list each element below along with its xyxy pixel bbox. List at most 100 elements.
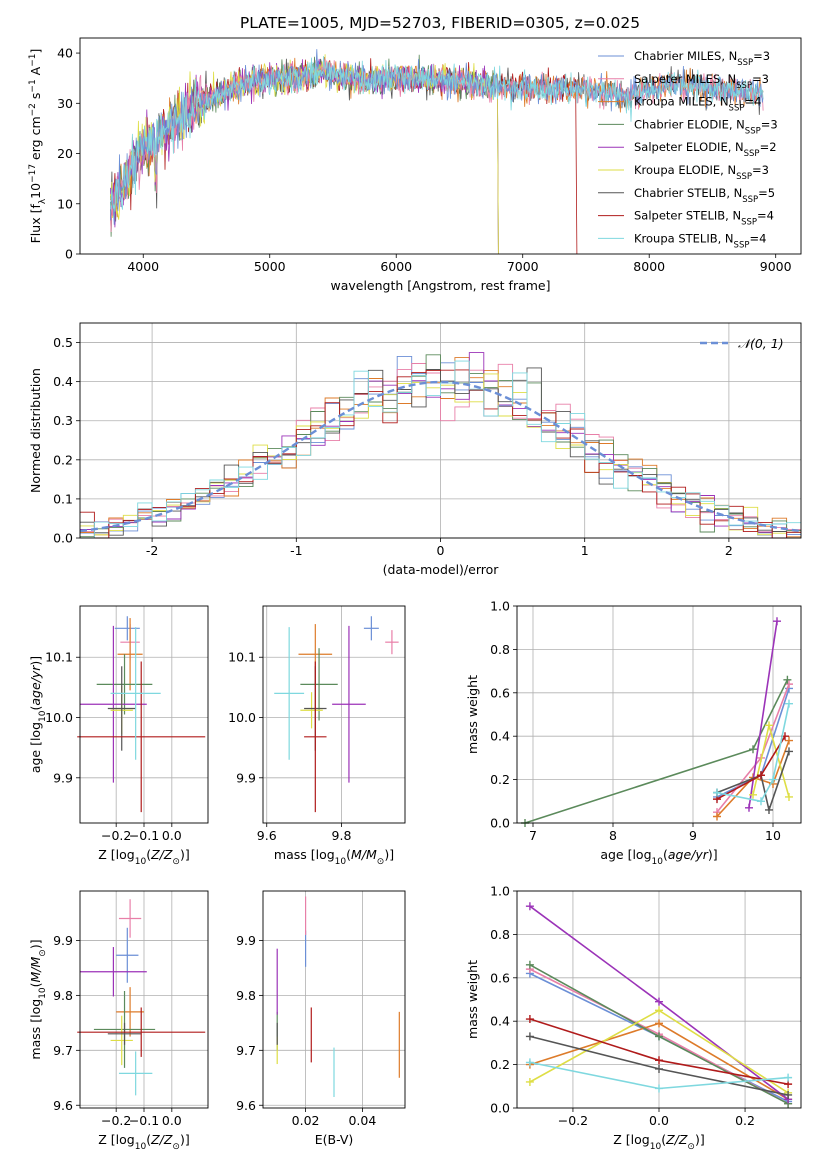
- y-tick-label: 1.0: [490, 884, 510, 899]
- legend-label: Chabrier ELODIE, NSSP=3: [634, 117, 778, 136]
- axes-frame: [516, 605, 802, 824]
- x-axis-label: age [log10(age/yr)]: [600, 847, 717, 867]
- axes-frame: [79, 322, 802, 539]
- weight-line: [748, 621, 778, 808]
- y-tick-label: 0.2: [490, 1057, 510, 1072]
- y-tick-label: 10.0: [45, 710, 73, 725]
- weight-marker: [769, 775, 777, 784]
- weight-marker: [525, 902, 534, 911]
- y-tick-label: 10.1: [228, 650, 256, 665]
- weight-marker: [785, 792, 793, 801]
- normal-curve: [79, 380, 802, 533]
- axes-frame: [516, 890, 802, 1109]
- weight-line: [524, 679, 789, 824]
- plot-area-age_vs_mass: [274, 616, 399, 813]
- y-tick-label: 0.0: [490, 1101, 510, 1116]
- y-axis-label: age [log10(age/yr)]: [28, 656, 48, 773]
- weight-marker: [525, 1032, 534, 1041]
- legend-label: Chabrier MILES, NSSP=3: [634, 49, 770, 68]
- weight-marker: [785, 680, 793, 689]
- x-tick-label: 9000: [760, 259, 792, 274]
- panel-age_vs_Z: −0.2−0.1 0.0 9.9 10.0 10.1 Z [log10(Z/Z⊙)] age…: [28, 605, 209, 867]
- y-tick-label: 0: [65, 247, 73, 262]
- histogram-step: [80, 367, 801, 539]
- y-tick-label: 0.8: [490, 927, 510, 942]
- legend-label: 𝒩(0, 1): [738, 336, 784, 351]
- x-tick-label: 0.02: [292, 1113, 320, 1128]
- x-tick-label: 9.6: [257, 828, 277, 843]
- x-tick-label: -1: [290, 543, 302, 558]
- legend-label: Salpeter STELIB, NSSP=4: [634, 209, 774, 228]
- plot-area-age_vs_Z: [77, 616, 206, 813]
- plot-area-spectrum: [110, 49, 764, 254]
- panel-spectrum: 4000 5000 6000 7000 8000 9000 0 10 20 30 40 wavelen…: [28, 37, 802, 293]
- y-tick-label: 10.0: [228, 710, 256, 725]
- weight-marker: [785, 736, 793, 745]
- weight-marker: [655, 1064, 663, 1073]
- y-tick-label: 0.4: [490, 1014, 510, 1029]
- x-tick-label: 0.2: [735, 1113, 755, 1128]
- weight-marker: [765, 721, 773, 730]
- y-axis-label: mass weight: [465, 675, 480, 754]
- x-axis-label: (data-model)/error: [383, 562, 500, 577]
- y-tick-label: 0.6: [490, 685, 510, 700]
- x-tick-label: 2: [725, 543, 733, 558]
- x-tick-label: 0.04: [348, 1113, 376, 1128]
- x-tick-label: 0.0: [162, 1113, 182, 1128]
- y-tick-label: 9.8: [236, 988, 256, 1003]
- x-tick-label: -2: [146, 543, 158, 558]
- x-tick-label: −0.2: [101, 1113, 131, 1128]
- weight-marker: [713, 812, 721, 821]
- y-tick-label: 20: [57, 146, 73, 161]
- y-tick-label: 0.4: [490, 729, 510, 744]
- y-tick-label: 9.6: [53, 1098, 73, 1113]
- weight-marker: [655, 1056, 663, 1065]
- x-tick-label: 0.0: [162, 828, 182, 843]
- y-tick-label: 9.6: [236, 1098, 256, 1113]
- y-tick-label: 0.1: [53, 491, 73, 506]
- x-axis-label: Z [log10(Z/Z⊙)]: [613, 1132, 704, 1152]
- y-axis-label: Normed distribution: [28, 368, 43, 493]
- weight-marker: [745, 803, 753, 812]
- y-tick-label: 9.9: [53, 933, 73, 948]
- y-tick-label: 9.8: [53, 988, 73, 1003]
- y-tick-label: 9.9: [236, 770, 256, 785]
- weight-marker: [525, 1058, 534, 1067]
- x-tick-label: 8: [609, 828, 617, 843]
- axes-frame: [79, 605, 209, 824]
- x-tick-label: 4000: [127, 259, 159, 274]
- panel-age_vs_mass: 9.6 9.8 9.9 10.0 10.1 mass [log10(M/M⊙)]: [228, 605, 406, 867]
- weight-marker: [713, 788, 721, 797]
- legend-label: Chabrier STELIB, NSSP=5: [634, 186, 775, 205]
- y-tick-label: 9.7: [236, 1043, 256, 1058]
- axes-frame: [262, 890, 406, 1109]
- x-tick-label: 0.0: [649, 1113, 669, 1128]
- x-tick-label: 8000: [633, 259, 665, 274]
- weight-marker: [525, 1015, 534, 1024]
- legend-label: Kroupa ELODIE, NSSP=3: [634, 163, 769, 182]
- weight-marker: [525, 960, 534, 969]
- y-axis-label: mass weight: [465, 960, 480, 1039]
- plot-area-mass_vs_EBV: [276, 896, 400, 1098]
- weight-marker: [783, 675, 792, 684]
- spectrum-line: [110, 56, 764, 212]
- x-tick-label: −0.1: [129, 1113, 159, 1128]
- y-tick-label: 0.0: [490, 816, 510, 831]
- plot-area-mass_vs_Z: [77, 899, 206, 1096]
- x-axis-label: Z [log10(Z/Z⊙)]: [98, 847, 189, 867]
- panel-mass_vs_Z: −0.2−0.1 0.0 9.6 9.7 9.8 9.9 Z [log10(Z/Z⊙)] ma…: [28, 890, 209, 1152]
- x-tick-label: 7: [529, 828, 537, 843]
- panel-residuals: -2 -1 0 1 2 0.0 0.1 0.2 0.3 0.4 0.5 (data-model)/er…: [28, 322, 802, 577]
- x-tick-label: 9.8: [332, 828, 352, 843]
- y-axis-label: Flux [fλ10−17 erg cm−2 s−1 A−1]: [28, 49, 48, 244]
- axes-frame: [262, 605, 406, 824]
- weight-marker: [765, 805, 773, 814]
- figure-title: PLATE=1005, MJD=52703, FIBERID=0305, z=0…: [240, 14, 640, 32]
- y-tick-label: 0.6: [490, 970, 510, 985]
- x-tick-label: 7000: [507, 259, 539, 274]
- axes-frame: [79, 890, 209, 1109]
- y-tick-label: 30: [57, 96, 73, 111]
- plot-area-weight_vs_Z: [525, 902, 793, 1108]
- x-axis-label: mass [log10(M/M⊙)]: [274, 847, 394, 867]
